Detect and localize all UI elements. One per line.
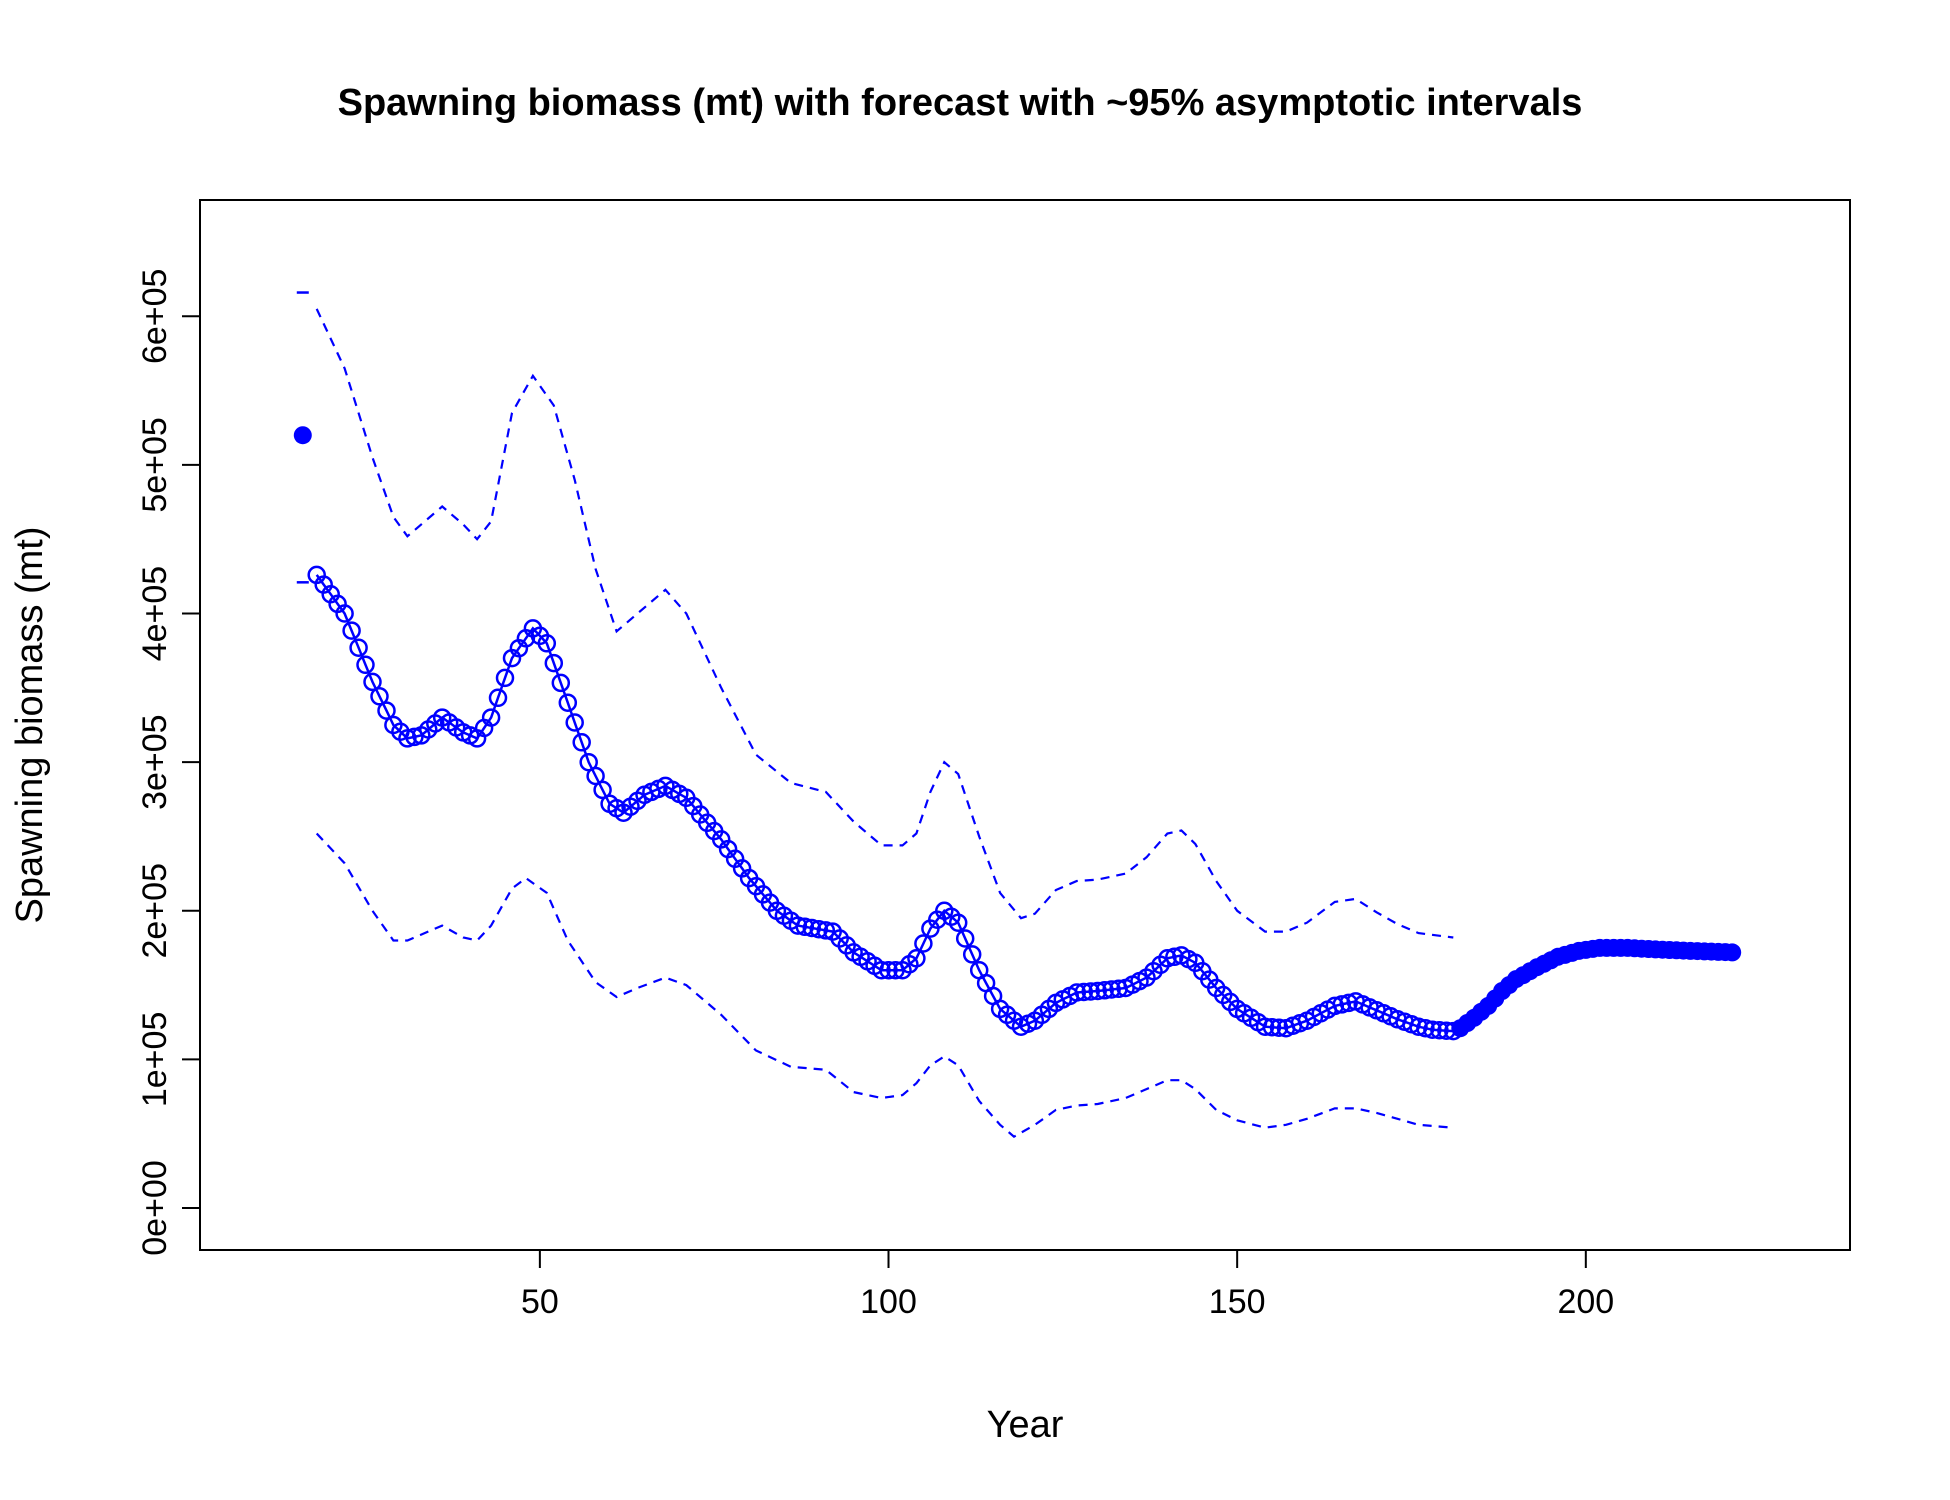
estimate-point [816, 921, 836, 940]
lower-ci-line [315, 832, 1454, 1139]
y-tick-label: 4e+05 [136, 566, 174, 662]
estimate-point [1067, 983, 1087, 1002]
estimate-point [1269, 1018, 1289, 1037]
x-tick-label: 200 [1557, 1283, 1614, 1321]
estimate-point [1165, 947, 1184, 967]
estimate-point [1416, 1018, 1435, 1038]
estimate-point [342, 621, 361, 640]
estimate-point [1102, 980, 1121, 999]
chart-title: Spawning biomass (mt) with forecast with… [338, 82, 1583, 124]
estimate-point [1255, 1017, 1275, 1036]
estimate-point [370, 687, 389, 706]
estimate-point [1262, 1017, 1282, 1037]
y-tick-label: 0e+00 [136, 1160, 174, 1256]
estimate-point [1081, 982, 1100, 1001]
plot-content [293, 291, 1742, 1139]
estimate-point [955, 929, 975, 948]
estimate-point [914, 934, 933, 953]
estimate-point [565, 713, 584, 732]
estimate-point [537, 634, 557, 653]
estimate-point [1074, 982, 1094, 1002]
estimate-point [572, 733, 591, 752]
estimate-point [558, 693, 578, 712]
estimate-point [551, 673, 571, 693]
estimate-point [1409, 1017, 1428, 1036]
estimate-point [377, 701, 396, 720]
estimate-point [962, 945, 982, 964]
estimate-point [802, 918, 822, 938]
estimate-point [544, 653, 564, 673]
estimate-point [349, 638, 368, 657]
estimate-point [1088, 981, 1107, 1001]
y-tick-label: 5e+05 [136, 417, 174, 513]
forecast-point [1723, 943, 1742, 962]
estimate-point [1332, 995, 1352, 1014]
estimate-point [1430, 1020, 1449, 1040]
x-tick-label: 100 [860, 1283, 917, 1321]
estimate-point [1339, 993, 1358, 1013]
estimate-point [879, 960, 898, 980]
estimate-point [1423, 1020, 1442, 1039]
estimate-point [356, 655, 375, 675]
estimate-point [488, 688, 508, 708]
estimate-point [405, 727, 424, 747]
y-axis-label: Spawning biomass (mt) [9, 526, 51, 923]
x-tick-label: 150 [1209, 1283, 1266, 1321]
estimate-point [809, 919, 829, 939]
estimate-point [335, 604, 354, 623]
virgin-point [293, 426, 312, 445]
y-tick-label: 6e+05 [136, 269, 174, 365]
estimate-point [495, 668, 515, 688]
upper-ci-line [315, 308, 1454, 939]
y-tick-label: 2e+05 [136, 863, 174, 959]
x-tick-label: 50 [521, 1283, 559, 1321]
estimate-point [481, 708, 501, 727]
y-tick-label: 1e+05 [136, 1012, 174, 1108]
estimate-point [948, 913, 968, 932]
estimate-point [907, 949, 926, 968]
estimate-point [363, 672, 382, 692]
y-axis: 0e+00 1e+05 2e+05 3e+05 4e+05 5e+05 6e+05 [136, 269, 201, 1256]
estimate-point [788, 916, 808, 935]
estimate-point [1325, 996, 1345, 1016]
x-axis-label: Year [987, 1404, 1064, 1446]
x-axis: 50 100 150 200 [521, 1249, 1614, 1321]
estimate-point [872, 960, 891, 980]
estimate-point [398, 729, 417, 748]
estimate-point [1095, 981, 1114, 1000]
estimate-point [795, 917, 815, 937]
estimate-point [1158, 949, 1177, 968]
y-tick-label: 3e+05 [136, 714, 174, 810]
